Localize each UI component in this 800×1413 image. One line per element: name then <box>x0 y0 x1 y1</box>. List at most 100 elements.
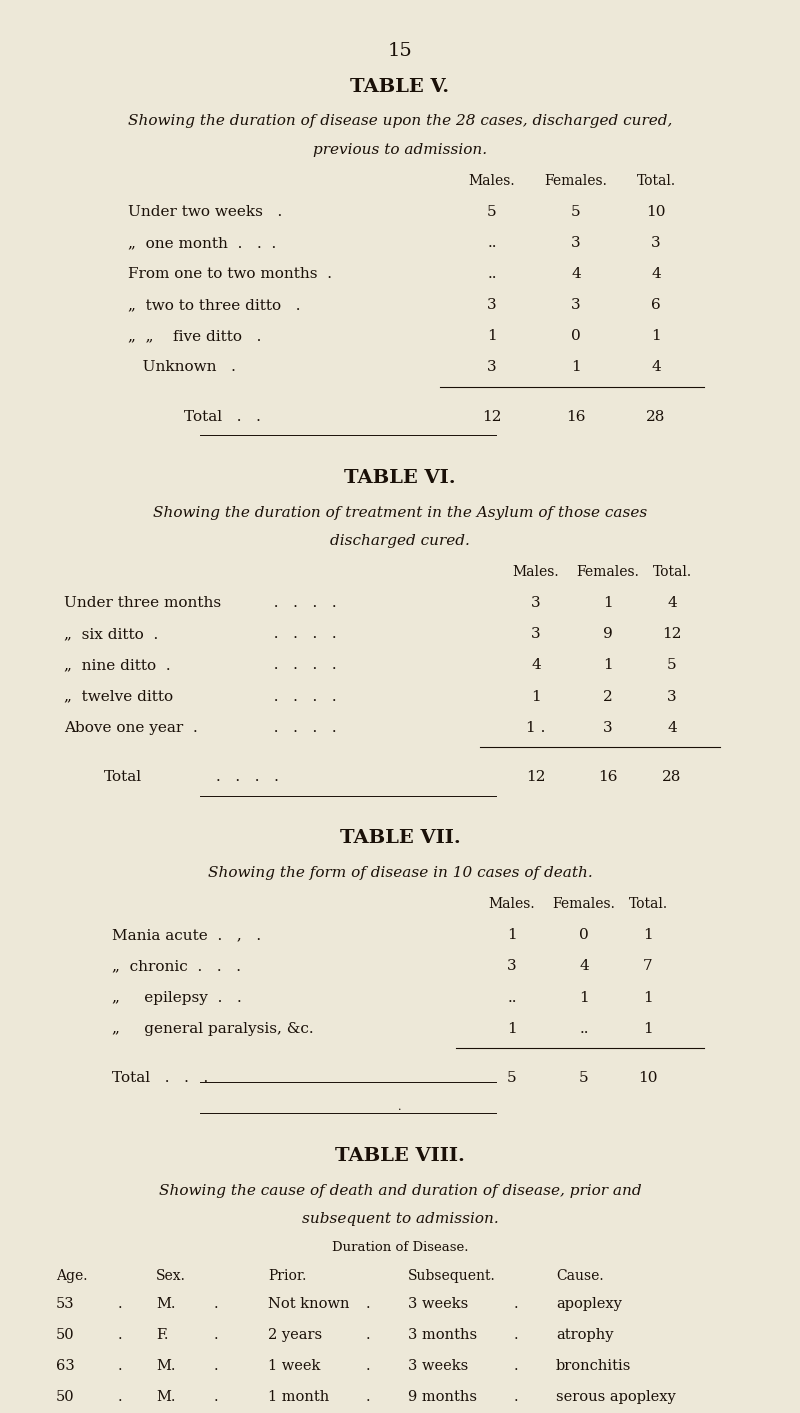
Text: 0: 0 <box>571 329 581 343</box>
Text: .: . <box>214 1328 218 1342</box>
Text: 4: 4 <box>667 721 677 735</box>
Text: .: . <box>398 1102 402 1112</box>
Text: 6: 6 <box>651 298 661 312</box>
Text: .: . <box>514 1390 518 1405</box>
Text: .   .   .   .: . . . . <box>216 770 279 784</box>
Text: .: . <box>366 1297 370 1311</box>
Text: 3: 3 <box>487 360 497 374</box>
Text: .: . <box>514 1297 518 1311</box>
Text: 15: 15 <box>388 42 412 61</box>
Text: M.: M. <box>156 1390 175 1405</box>
Text: 50: 50 <box>56 1328 74 1342</box>
Text: Under two weeks   .: Under two weeks . <box>128 205 282 219</box>
Text: .   .   .   .: . . . . <box>264 596 337 610</box>
Text: 7: 7 <box>643 959 653 974</box>
Text: .: . <box>118 1328 122 1342</box>
Text: 10: 10 <box>638 1071 658 1085</box>
Text: 1: 1 <box>603 596 613 610</box>
Text: 1: 1 <box>487 329 497 343</box>
Text: ..: .. <box>487 236 497 250</box>
Text: .: . <box>366 1359 370 1373</box>
Text: „  chronic  .   .   .: „ chronic . . . <box>112 959 241 974</box>
Text: 1: 1 <box>579 991 589 1005</box>
Text: 4: 4 <box>579 959 589 974</box>
Text: 53: 53 <box>56 1297 74 1311</box>
Text: 3: 3 <box>667 690 677 704</box>
Text: „     epilepsy  .   .: „ epilepsy . . <box>112 991 242 1005</box>
Text: 4: 4 <box>651 267 661 281</box>
Text: 3 weeks: 3 weeks <box>408 1359 468 1373</box>
Text: 4: 4 <box>667 596 677 610</box>
Text: „  six ditto  .: „ six ditto . <box>64 627 158 642</box>
Text: 3: 3 <box>507 959 517 974</box>
Text: Females.: Females. <box>553 897 615 911</box>
Text: M.: M. <box>156 1359 175 1373</box>
Text: Males.: Males. <box>489 897 535 911</box>
Text: 3: 3 <box>571 298 581 312</box>
Text: serous apoplexy: serous apoplexy <box>556 1390 676 1405</box>
Text: 1: 1 <box>643 1022 653 1036</box>
Text: Showing the duration of disease upon the 28 cases, discharged cured,: Showing the duration of disease upon the… <box>128 114 672 129</box>
Text: „     general paralysis, &c.: „ general paralysis, &c. <box>112 1022 314 1036</box>
Text: .: . <box>118 1297 122 1311</box>
Text: Age.: Age. <box>56 1269 87 1283</box>
Text: 3 weeks: 3 weeks <box>408 1297 468 1311</box>
Text: 2 years: 2 years <box>268 1328 322 1342</box>
Text: „  twelve ditto: „ twelve ditto <box>64 690 173 704</box>
Text: 1: 1 <box>643 991 653 1005</box>
Text: .: . <box>118 1359 122 1373</box>
Text: Females.: Females. <box>545 174 607 188</box>
Text: Showing the duration of treatment in the Asylum of those cases: Showing the duration of treatment in the… <box>153 506 647 520</box>
Text: 16: 16 <box>598 770 618 784</box>
Text: 5: 5 <box>487 205 497 219</box>
Text: Males.: Males. <box>469 174 515 188</box>
Text: 9: 9 <box>603 627 613 642</box>
Text: ..: .. <box>487 267 497 281</box>
Text: 1 month: 1 month <box>268 1390 330 1405</box>
Text: Mania acute  .   ,   .: Mania acute . , . <box>112 928 261 942</box>
Text: Sex.: Sex. <box>156 1269 186 1283</box>
Text: Duration of Disease.: Duration of Disease. <box>332 1241 468 1253</box>
Text: Total.: Total. <box>653 565 691 579</box>
Text: 2: 2 <box>603 690 613 704</box>
Text: Showing the cause of death and duration of disease, prior and: Showing the cause of death and duration … <box>158 1184 642 1198</box>
Text: 63: 63 <box>56 1359 74 1373</box>
Text: M.: M. <box>156 1297 175 1311</box>
Text: 16: 16 <box>566 410 586 424</box>
Text: atrophy: atrophy <box>556 1328 614 1342</box>
Text: .: . <box>366 1328 370 1342</box>
Text: .: . <box>366 1390 370 1405</box>
Text: 5: 5 <box>579 1071 589 1085</box>
Text: Cause.: Cause. <box>556 1269 604 1283</box>
Text: discharged cured.: discharged cured. <box>330 534 470 548</box>
Text: .: . <box>214 1359 218 1373</box>
Text: 50: 50 <box>56 1390 74 1405</box>
Text: 0: 0 <box>579 928 589 942</box>
Text: 1: 1 <box>651 329 661 343</box>
Text: 3: 3 <box>571 236 581 250</box>
Text: 3: 3 <box>531 627 541 642</box>
Text: TABLE V.: TABLE V. <box>350 78 450 96</box>
Text: .   .   .   .: . . . . <box>264 690 337 704</box>
Text: 4: 4 <box>571 267 581 281</box>
Text: 12: 12 <box>662 627 682 642</box>
Text: bronchitis: bronchitis <box>556 1359 631 1373</box>
Text: Prior.: Prior. <box>268 1269 306 1283</box>
Text: ..: .. <box>507 991 517 1005</box>
Text: 28: 28 <box>662 770 682 784</box>
Text: Total: Total <box>104 770 142 784</box>
Text: F.: F. <box>156 1328 169 1342</box>
Text: 10: 10 <box>646 205 666 219</box>
Text: 3 months: 3 months <box>408 1328 477 1342</box>
Text: .: . <box>514 1328 518 1342</box>
Text: Total.: Total. <box>629 897 667 911</box>
Text: „  nine ditto  .: „ nine ditto . <box>64 658 170 673</box>
Text: .   .   .   .: . . . . <box>264 721 337 735</box>
Text: 3: 3 <box>651 236 661 250</box>
Text: Total   .   .: Total . . <box>184 410 261 424</box>
Text: .   .   .   .: . . . . <box>264 658 337 673</box>
Text: apoplexy: apoplexy <box>556 1297 622 1311</box>
Text: subsequent to admission.: subsequent to admission. <box>302 1212 498 1226</box>
Text: 1: 1 <box>643 928 653 942</box>
Text: previous to admission.: previous to admission. <box>313 143 487 157</box>
